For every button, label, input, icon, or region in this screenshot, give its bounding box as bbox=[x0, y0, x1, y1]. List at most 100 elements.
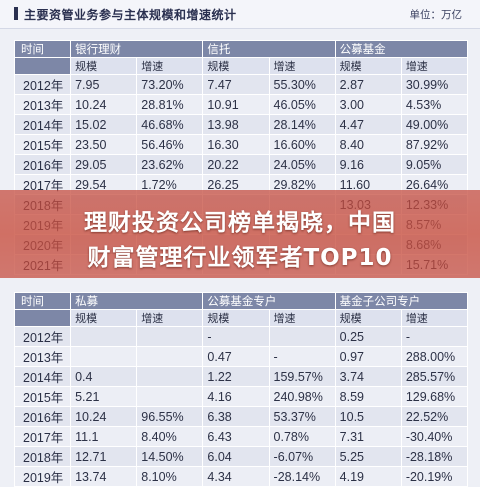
table-row: 2015年 23.50 56.46% 16.30 16.60% 8.40 87.92% bbox=[13, 134, 469, 155]
table-row: 2013年 0.47-0.97 288.00% bbox=[13, 346, 469, 367]
scale-cell: 10.5 bbox=[334, 406, 402, 427]
growth-cell bbox=[268, 326, 336, 347]
headline-line-2: 财富管理行业领军者TOP10 bbox=[87, 245, 393, 271]
sub-header-scale: 规模 bbox=[334, 309, 402, 327]
sub-header-scale: 规模 bbox=[202, 309, 270, 327]
year-cell: 2018年 bbox=[13, 446, 72, 467]
scale-cell: 0.47 bbox=[202, 346, 270, 367]
scale-cell: 10.24 bbox=[70, 406, 138, 427]
growth-cell: 240.98% bbox=[268, 386, 336, 407]
growth-cell: 29.82% bbox=[268, 174, 336, 195]
growth-cell: 23.62% bbox=[136, 154, 204, 175]
blank-header-cell bbox=[13, 57, 72, 75]
growth-cell: -30.40% bbox=[400, 426, 469, 447]
year-cell: 2014年 bbox=[13, 366, 72, 387]
growth-cell: 53.37% bbox=[268, 406, 336, 427]
growth-cell: 16.60% bbox=[268, 134, 336, 155]
year-column-header: 时间 bbox=[13, 40, 72, 58]
sub-header-scale: 规模 bbox=[70, 309, 138, 327]
growth-cell: 9.05% bbox=[400, 154, 469, 175]
table-row: 2018年 12.71 14.50% 6.04 -6.07% 5.25 -28.18% bbox=[13, 446, 469, 467]
growth-cell bbox=[136, 346, 204, 367]
growth-cell: 96.55% bbox=[136, 406, 204, 427]
group-header-fund-subsidiary-special: 基金子公司专户 bbox=[334, 292, 469, 310]
sub-header-scale: 规模 bbox=[202, 57, 270, 75]
sub-header-growth: 增速 bbox=[136, 309, 204, 327]
growth-cell: -6.07% bbox=[268, 446, 336, 467]
sub-header-growth: 增速 bbox=[136, 57, 204, 75]
group-header-private-fund: 私募 bbox=[70, 292, 204, 310]
table-row: 2014年 15.02 46.68% 13.98 28.14% 4.47 49.00% bbox=[13, 114, 469, 135]
scale-cell: 3.74 bbox=[334, 366, 402, 387]
scale-cell: 0.4 bbox=[70, 366, 138, 387]
scale-cell: 7.31 bbox=[334, 426, 402, 447]
scale-cell: 23.50 bbox=[70, 134, 138, 155]
year-cell: 2013年 bbox=[13, 94, 72, 115]
growth-cell: 30.99% bbox=[400, 74, 469, 95]
table-row: 2017年 11.1 8.40% 6.43 0.78% 7.31 -30.40% bbox=[13, 426, 469, 447]
year-cell: 2016年 bbox=[13, 406, 72, 427]
group-header-public-fund: 公募基金 bbox=[334, 40, 469, 58]
scale-cell: 6.43 bbox=[202, 426, 270, 447]
table-row: 2016年 29.05 23.62% 20.22 24.05% 9.16 9.05% bbox=[13, 154, 469, 175]
sub-header-growth: 增速 bbox=[400, 57, 469, 75]
growth-cell: 87.92% bbox=[400, 134, 469, 155]
scale-cell: 5.25 bbox=[334, 446, 402, 467]
year-cell: 2015年 bbox=[13, 386, 72, 407]
growth-cell: 129.68% bbox=[400, 386, 469, 407]
table-row: 2014年 0.4 1.22 159.57% 3.74 285.57% bbox=[13, 366, 469, 387]
year-cell: 2013年 bbox=[13, 346, 72, 367]
group-header-trust: 信托 bbox=[202, 40, 336, 58]
year-cell: 2012年 bbox=[13, 74, 72, 95]
asset-management-table-bottom: 时间 私募 公募基金专户 基金子公司专户 规模 增速 规模 增速 规模 增速 2… bbox=[13, 292, 469, 487]
growth-cell: -28.14% bbox=[268, 466, 336, 487]
scale-cell: 4.34 bbox=[202, 466, 270, 487]
growth-cell bbox=[136, 366, 204, 387]
table-row: 2017年 29.54 1.72% 26.25 29.82% 11.60 26.64% bbox=[13, 174, 469, 195]
growth-cell bbox=[136, 386, 204, 407]
scale-cell: 7.47 bbox=[202, 74, 270, 95]
growth-cell: 0.78% bbox=[268, 426, 336, 447]
growth-cell: 24.05% bbox=[268, 154, 336, 175]
scale-cell: 16.30 bbox=[202, 134, 270, 155]
table-row: 2015年 5.21 4.16 240.98% 8.59 129.68% bbox=[13, 386, 469, 407]
table-title: 主要资管业务参与主体规模和增速统计 bbox=[14, 7, 237, 22]
table-row: 2012年 7.95 73.20% 7.47 55.30% 2.87 30.99% bbox=[13, 74, 469, 95]
scale-cell: 11.60 bbox=[334, 174, 402, 195]
unit-label: 单位：万亿 bbox=[409, 9, 463, 21]
headline-banner: 理财投资公司榜单揭晓，中国 财富管理行业领军者TOP10 bbox=[0, 190, 480, 278]
scale-cell: 4.19 bbox=[334, 466, 402, 487]
growth-cell: 46.05% bbox=[268, 94, 336, 115]
group-header-public-fund-special: 公募基金专户 bbox=[202, 292, 336, 310]
sub-header-scale: 规模 bbox=[334, 57, 402, 75]
blank-header-cell bbox=[13, 309, 72, 327]
growth-cell: - bbox=[400, 326, 469, 347]
scale-cell: 8.40 bbox=[334, 134, 402, 155]
growth-cell: 4.53% bbox=[400, 94, 469, 115]
year-cell: 2015年 bbox=[13, 134, 72, 155]
scale-cell: 29.54 bbox=[70, 174, 138, 195]
headline-line-1: 理财投资公司榜单揭晓，中国 bbox=[84, 210, 396, 236]
scale-cell: 13.98 bbox=[202, 114, 270, 135]
growth-cell: 8.10% bbox=[136, 466, 204, 487]
scale-cell: 13.74 bbox=[70, 466, 138, 487]
scale-cell: 4.16 bbox=[202, 386, 270, 407]
growth-cell: -20.19% bbox=[400, 466, 469, 487]
group-header-bank-wealth: 银行理财 bbox=[70, 40, 204, 58]
growth-cell: 46.68% bbox=[136, 114, 204, 135]
scale-cell: 20.22 bbox=[202, 154, 270, 175]
growth-cell: - bbox=[268, 346, 336, 367]
growth-cell: 8.40% bbox=[136, 426, 204, 447]
scale-cell: 8.59 bbox=[334, 386, 402, 407]
year-column-header: 时间 bbox=[13, 292, 72, 310]
scale-cell: 10.24 bbox=[70, 94, 138, 115]
growth-cell: 49.00% bbox=[400, 114, 469, 135]
scale-cell bbox=[70, 346, 138, 367]
scale-cell bbox=[70, 326, 138, 347]
scale-cell: 9.16 bbox=[334, 154, 402, 175]
growth-cell bbox=[136, 326, 204, 347]
growth-cell: 285.57% bbox=[400, 366, 469, 387]
table-row: 2012年 -0.25- bbox=[13, 326, 469, 347]
scale-cell: 1.22 bbox=[202, 366, 270, 387]
